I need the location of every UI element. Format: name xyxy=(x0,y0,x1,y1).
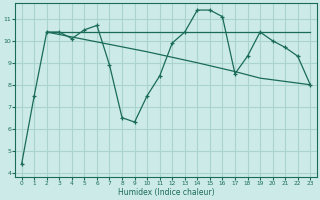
X-axis label: Humidex (Indice chaleur): Humidex (Indice chaleur) xyxy=(118,188,214,197)
